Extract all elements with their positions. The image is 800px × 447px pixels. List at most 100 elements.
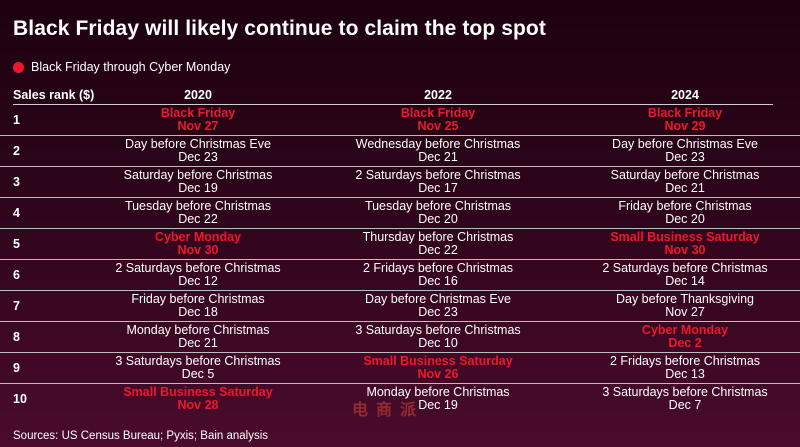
watermark-char: 派 — [400, 400, 417, 419]
table-cell-2020: Saturday before Christmas Dec 19 — [73, 169, 323, 195]
table-cell-2022: Tuesday before Christmas Dec 20 — [313, 200, 563, 226]
watermark-char: 商 — [376, 400, 393, 419]
legend-label: Black Friday through Cyber Monday — [31, 60, 231, 74]
rank-label: 5 — [13, 237, 20, 251]
table-cell-2020: Small Business Saturday Nov 28 — [73, 386, 323, 412]
rank-label: 7 — [13, 299, 20, 313]
event-label: Small Business Saturday — [610, 230, 760, 244]
year-header-2022: 2022 — [424, 88, 452, 102]
event-date: Nov 29 — [664, 119, 706, 133]
event-label: 2 Saturdays before Christmas — [115, 261, 281, 275]
event-date: Dec 13 — [665, 367, 705, 381]
table-cell-2020: 2 Saturdays before Christmas Dec 12 — [73, 262, 323, 288]
event-date: Dec 23 — [418, 305, 458, 319]
event-date: Dec 20 — [418, 212, 458, 226]
table-row: 5 Cyber Monday Nov 30 Thursday before Chris… — [0, 229, 800, 260]
rank-label: 1 — [13, 113, 20, 127]
event-label: Tuesday before Christmas — [124, 199, 272, 213]
event-date: Dec 10 — [418, 336, 458, 350]
event-date: Nov 27 — [665, 305, 705, 319]
table-cell-2020: Black Friday Nov 27 — [73, 107, 323, 133]
event-date: Dec 21 — [418, 150, 458, 164]
event-label: Friday before Christmas — [618, 199, 752, 213]
event-date: Dec 12 — [178, 274, 218, 288]
table-cell-2020: Monday before Christmas Dec 21 — [73, 324, 323, 350]
event-label: Small Business Saturday — [123, 385, 273, 399]
table-cell-2020: Friday before Christmas Dec 18 — [73, 293, 323, 319]
event-date: Nov 26 — [417, 367, 459, 381]
table-body: 1 Black Friday Nov 27 Black Friday Nov 25 Bla… — [0, 105, 800, 414]
table-cell-2024: Saturday before Christmas Dec 21 — [560, 169, 800, 195]
event-label: Thursday before Christmas — [362, 230, 514, 244]
table-row: 3 Saturday before Christmas Dec 19 2 Saturd… — [0, 167, 800, 198]
table-cell-2022: Thursday before Christmas Dec 22 — [313, 231, 563, 257]
table-row: 4 Tuesday before Christmas Dec 22 Tuesday b… — [0, 198, 800, 229]
rank-label: 8 — [13, 330, 20, 344]
event-label: 2 Saturdays before Christmas — [355, 168, 521, 182]
event-date: Nov 30 — [664, 243, 706, 257]
table-cell-2024: 3 Saturdays before Christmas Dec 7 — [560, 386, 800, 412]
watermark: 电商派 — [352, 396, 416, 420]
table-cell-2022: Small Business Saturday Nov 26 — [313, 355, 563, 381]
watermark-char: 电 — [352, 400, 369, 419]
event-label: 2 Fridays before Christmas — [609, 354, 761, 368]
event-label: Saturday before Christmas — [123, 168, 273, 182]
table-cell-2024: 2 Saturdays before Christmas Dec 14 — [560, 262, 800, 288]
event-date: Dec 16 — [418, 274, 458, 288]
event-date: Dec 19 — [178, 181, 218, 195]
event-date: Dec 19 — [418, 398, 458, 412]
event-date: Dec 20 — [665, 212, 705, 226]
event-label: Black Friday — [160, 106, 236, 120]
rank-label: 3 — [13, 175, 20, 189]
table-cell-2024: Day before Christmas Eve Dec 23 — [560, 138, 800, 164]
table-cell-2024: Cyber Monday Dec 2 — [560, 324, 800, 350]
table-cell-2024: 2 Fridays before Christmas Dec 13 — [560, 355, 800, 381]
table-row: 2 Day before Christmas Eve Dec 23 Wednesday… — [0, 136, 800, 167]
event-label: Friday before Christmas — [131, 292, 265, 306]
source-note: Sources: US Census Bureau; Pyxis; Bain a… — [13, 430, 269, 442]
event-label: 2 Saturdays before Christmas — [602, 261, 768, 275]
table-cell-2024: Small Business Saturday Nov 30 — [560, 231, 800, 257]
event-label: Black Friday — [400, 106, 476, 120]
table-cell-2022: Monday before Christmas Dec 19 — [313, 386, 563, 412]
event-label: Day before Christmas Eve — [125, 137, 271, 151]
year-header-2020: 2020 — [184, 88, 212, 102]
event-label: Cyber Monday — [641, 323, 729, 337]
table-cell-2022: Black Friday Nov 25 — [313, 107, 563, 133]
event-label: 2 Fridays before Christmas — [362, 261, 514, 275]
rank-label: 6 — [13, 268, 20, 282]
event-label: Day before Thanksgiving — [615, 292, 755, 306]
table-cell-2020: Tuesday before Christmas Dec 22 — [73, 200, 323, 226]
event-label: Day before Christmas Eve — [365, 292, 511, 306]
event-label: Monday before Christmas — [126, 323, 270, 337]
table-cell-2022: 2 Saturdays before Christmas Dec 17 — [313, 169, 563, 195]
event-label: Tuesday before Christmas — [364, 199, 512, 213]
rank-label: 4 — [13, 206, 20, 220]
rank-label: 9 — [13, 361, 20, 375]
event-label: Day before Christmas Eve — [612, 137, 758, 151]
legend-dot-icon — [13, 61, 24, 73]
event-label: 3 Saturdays before Christmas — [602, 385, 768, 399]
table-row: 9 3 Saturdays before Christmas Dec 5 Small … — [0, 353, 800, 384]
table-row: 10 Small Business Saturday Nov 28 Monday be… — [0, 384, 800, 414]
table-cell-2024: Day before Thanksgiving Nov 27 — [560, 293, 800, 319]
event-label: 3 Saturdays before Christmas — [115, 354, 281, 368]
table-cell-2024: Friday before Christmas Dec 20 — [560, 200, 800, 226]
event-date: Dec 22 — [418, 243, 458, 257]
event-label: Wednesday before Christmas — [355, 137, 521, 151]
rank-label: 10 — [13, 392, 27, 406]
table-row: 1 Black Friday Nov 27 Black Friday Nov 25 Bla… — [0, 105, 800, 136]
event-date: Dec 14 — [665, 274, 705, 288]
event-label: Monday before Christmas — [366, 385, 510, 399]
table-cell-2022: Wednesday before Christmas Dec 21 — [313, 138, 563, 164]
event-date: Nov 28 — [177, 398, 219, 412]
table-cell-2020: Day before Christmas Eve Dec 23 — [73, 138, 323, 164]
event-label: Saturday before Christmas — [610, 168, 760, 182]
event-date: Nov 25 — [417, 119, 459, 133]
event-label: Black Friday — [647, 106, 723, 120]
table-cell-2022: 2 Fridays before Christmas Dec 16 — [313, 262, 563, 288]
event-label: Cyber Monday — [154, 230, 242, 244]
table-cell-2020: 3 Saturdays before Christmas Dec 5 — [73, 355, 323, 381]
event-date: Dec 21 — [178, 336, 218, 350]
